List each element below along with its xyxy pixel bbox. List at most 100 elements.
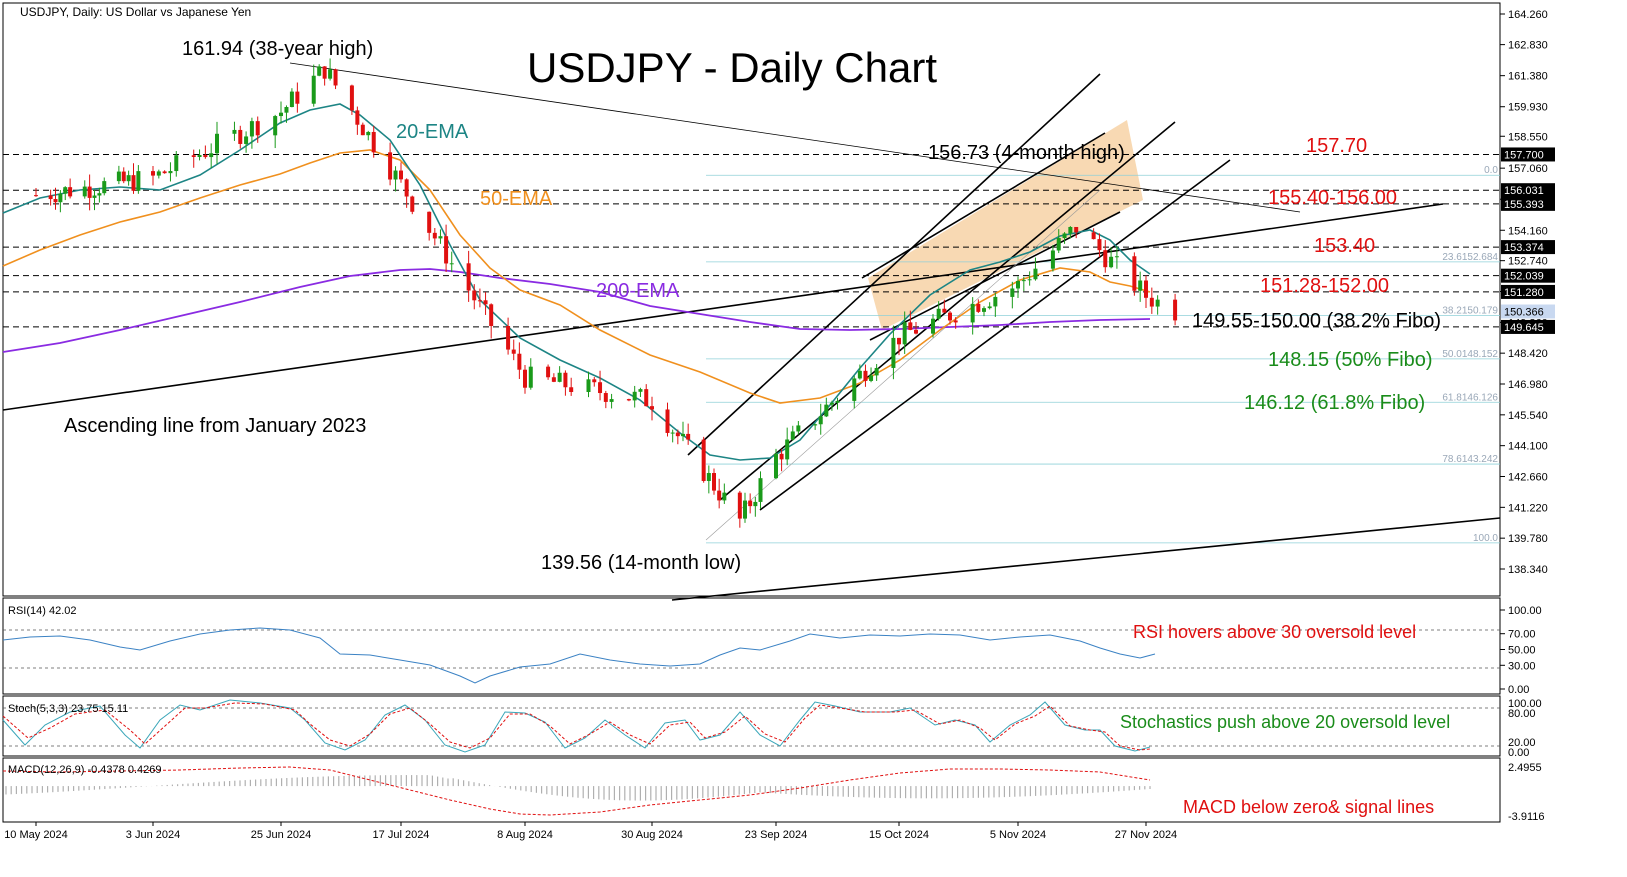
ema20-line [2,103,1151,461]
candle-body [953,320,958,323]
stoch-axis-label: 80.00 [1508,708,1536,720]
candle-body [1144,280,1148,298]
stoch-panel: Stoch(5,3,3) 23.75 15.11 Stochastics pus… [2,699,1500,753]
rsi-axis: 100.00 70.00 50.00 30.00 0.00 [1500,605,1542,696]
candle-body [48,195,53,200]
candle-body [355,110,360,125]
price-box-label: 156.031 [1504,185,1544,197]
candle-body [835,400,840,403]
candle-body [790,431,795,440]
fibonacci-levels: 0.0 23.6152.684 38.2150.179 50.0148.152 61.8… [706,165,1500,544]
candle-body [1149,297,1154,307]
candle-body [1021,280,1026,282]
candle-body [58,193,63,203]
fib-label: 38.2150.179 [1442,306,1498,317]
price-axis-label: 154.160 [1508,225,1548,237]
macd-note: MACD below zero& signal lines [1183,797,1434,817]
price-axis-label: 146.980 [1508,379,1548,391]
candle-body [796,425,801,432]
candle-body [97,193,102,196]
macd-histogram [5,775,1151,801]
candle-body [824,404,829,417]
candle-body [701,439,706,481]
candle-body [774,453,778,479]
candle-body [1062,233,1067,239]
candle-body [53,199,58,203]
candle-body [970,303,975,323]
price-axis-label: 139.780 [1508,533,1548,545]
candle-body [743,500,747,519]
price-box-label: 150.366 [1504,306,1544,318]
fib-label: 23.6152.684 [1442,252,1498,263]
candle-body [249,121,254,137]
candle-body [477,300,482,302]
candle-body [1027,279,1032,281]
candle-body [528,366,533,388]
candle-body [644,389,649,407]
candle-body [706,473,711,481]
price-box-label: 155.393 [1504,199,1544,211]
candle-body [722,492,727,501]
stoch-note: Stochastics push above 20 oversold level [1120,712,1450,732]
candle-body [665,409,670,433]
rsi-note: RSI hovers above 30 oversold level [1133,622,1416,642]
channel-mid-line [719,121,1176,501]
candle-body [1097,239,1102,251]
candle-body [1138,280,1143,291]
candle-body [438,236,443,239]
candle-body [68,187,73,197]
candle-body [121,171,126,182]
candle-body [168,171,173,174]
candle-body [1016,281,1020,289]
price-box [1501,196,1555,211]
candle-body [609,399,614,402]
candle-body [908,322,913,330]
fib-label: 0.0 [1484,165,1498,176]
fib-label: 100.0 [1473,533,1498,544]
price-box [1501,284,1555,299]
candle-body [1091,232,1096,240]
candle-body [349,85,354,111]
stoch-axis-label: 0.00 [1508,747,1529,759]
candle-body [785,439,790,460]
price-box [1501,147,1555,162]
high-annotation: 161.94 (38-year high) [182,38,373,60]
price-axis-label: 157.060 [1508,163,1548,175]
rsi-label: RSI(14) 42.02 [8,605,76,617]
candle-body [1155,299,1160,307]
candle-body [638,389,643,392]
candle-body [813,424,818,426]
candle-body [483,300,488,305]
channel-lower-line [759,159,1231,511]
candle-body [174,155,179,172]
rsi-axis-label: 70.00 [1508,629,1536,641]
stoch-axis-label: 100.00 [1508,698,1542,710]
candle-body [902,322,907,345]
candle-body [863,370,868,381]
candle-body [162,171,167,174]
candle-body [626,399,631,401]
ema20-label: 20-EMA [396,121,469,143]
candle-body [244,136,249,144]
resistance-153-40: 153.40 [1314,235,1375,257]
macd-axis-label: 2.4955 [1508,762,1542,774]
candle-body [897,337,901,345]
candle-body [586,379,591,393]
fib-label: 78.6143.242 [1442,454,1498,465]
candle-body [987,306,992,309]
support-fibo-50: 148.15 (50% Fibo) [1268,349,1433,371]
candle-body [311,75,316,104]
fib-label: 50.0148.152 [1442,349,1498,360]
candle-body [569,387,574,393]
price-axis-label: 142.660 [1508,472,1548,484]
candle-body [523,369,527,388]
candle-body [289,91,294,108]
candle-body [948,312,952,321]
date-axis-label: 15 Oct 2024 [869,829,929,841]
price-box-label: 149.645 [1504,322,1544,334]
price-axis-label: 138.340 [1508,564,1548,576]
candle-body [151,171,155,176]
date-axis: 10 May 2024 3 Jun 2024 25 Jun 2024 17 Jul 2… [4,822,1177,841]
candle-body [1010,288,1015,297]
